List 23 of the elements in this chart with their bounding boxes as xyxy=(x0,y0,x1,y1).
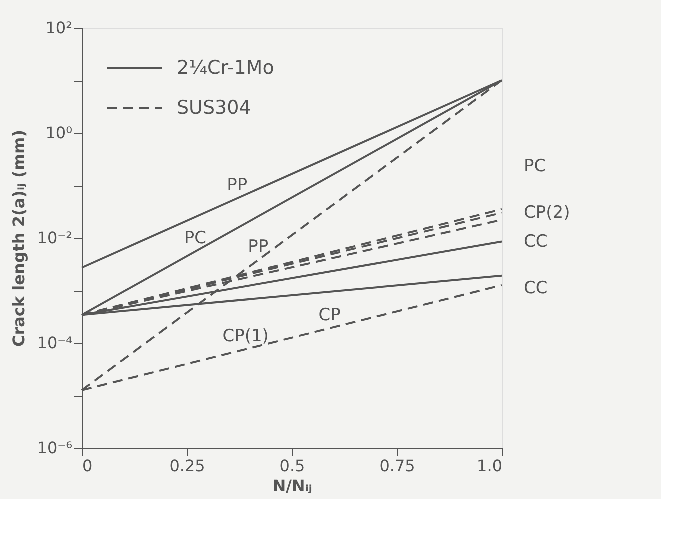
y-tick-label: 10⁻⁶ xyxy=(37,438,72,458)
annotation: PP xyxy=(227,176,248,196)
text: CC xyxy=(524,232,548,252)
annotation: PP xyxy=(248,237,269,258)
x-tick-label: 0 xyxy=(82,456,93,476)
text: CC xyxy=(524,278,548,298)
x-tick-label: 0.25 xyxy=(170,456,206,476)
y-axis-title: Crack length 2(a)ᵢⱼ (mm) xyxy=(9,130,28,348)
annotation: CP(1) xyxy=(222,326,269,347)
text: PC xyxy=(524,156,546,177)
y-tick-label: 10⁻⁴ xyxy=(37,334,72,352)
y-tick-label: 10⁰ xyxy=(46,124,72,142)
x-tick-label: 1.0 xyxy=(477,456,502,476)
x-tick-label: 0.75 xyxy=(380,456,416,476)
y-tick-label: 10⁻² xyxy=(37,228,72,248)
y-tick-label: 10² xyxy=(46,18,72,38)
annotation: PC xyxy=(184,228,206,249)
annotation: CP xyxy=(318,305,341,326)
legend-label: SUS304 xyxy=(177,97,252,119)
text: CP(2) xyxy=(524,202,570,223)
legend-label: 2¼Cr-1Mo xyxy=(177,57,274,79)
x-tick-label: 0.5 xyxy=(280,456,306,476)
x-axis-title: N/Nᵢⱼ xyxy=(272,476,312,496)
